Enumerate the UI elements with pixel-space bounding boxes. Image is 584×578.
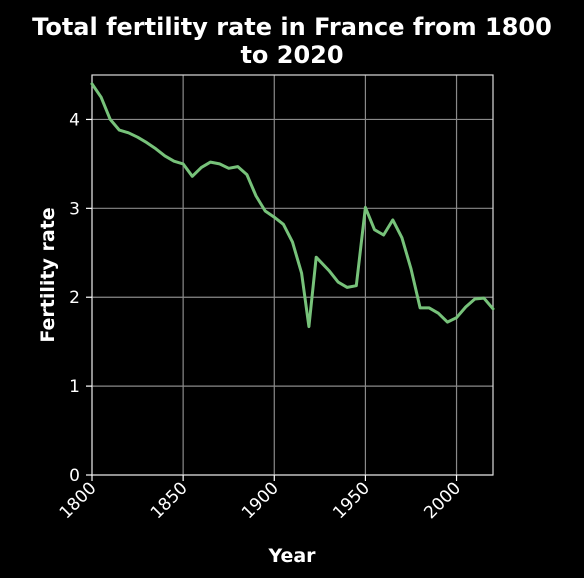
y-tick-label: 0 <box>69 466 80 486</box>
data-point <box>228 167 230 169</box>
data-point <box>428 307 430 309</box>
data-point <box>100 96 102 98</box>
data-point <box>483 297 485 299</box>
x-axis-label: Year <box>267 545 316 567</box>
data-point <box>401 237 403 239</box>
data-point <box>146 141 148 143</box>
data-point <box>173 160 175 162</box>
data-point <box>410 268 412 270</box>
y-axis-label: Fertility rate <box>37 207 59 342</box>
data-point <box>419 307 421 309</box>
data-point <box>346 286 348 288</box>
data-point <box>392 219 394 221</box>
data-point <box>164 155 166 157</box>
data-point <box>127 132 129 134</box>
data-point <box>109 118 111 120</box>
data-point <box>209 161 211 163</box>
data-point <box>364 206 366 208</box>
data-point <box>382 234 384 236</box>
y-tick-label: 1 <box>69 377 80 397</box>
chart-title-line-2: to 2020 <box>240 41 343 69</box>
data-point <box>455 317 457 319</box>
data-point <box>474 298 476 300</box>
data-point <box>315 256 317 258</box>
data-point <box>308 325 310 327</box>
data-point <box>300 272 302 274</box>
data-point <box>264 210 266 212</box>
y-tick-label: 3 <box>69 199 80 219</box>
data-point <box>373 229 375 231</box>
data-point <box>273 216 275 218</box>
data-point <box>446 321 448 323</box>
data-point <box>255 195 257 197</box>
data-point <box>191 175 193 177</box>
data-point <box>182 163 184 165</box>
y-tick-label: 4 <box>69 110 80 130</box>
data-point <box>465 306 467 308</box>
data-point <box>91 83 93 85</box>
chart-title-line-1: Total fertility rate in France from 1800 <box>32 13 552 41</box>
y-tick-label: 2 <box>69 288 80 308</box>
data-point <box>437 312 439 314</box>
data-point <box>492 308 494 310</box>
data-point <box>218 163 220 165</box>
data-point <box>328 269 330 271</box>
data-point <box>355 285 357 287</box>
data-point <box>337 281 339 283</box>
data-point <box>237 165 239 167</box>
data-point <box>136 136 138 138</box>
data-point <box>200 166 202 168</box>
data-point <box>246 173 248 175</box>
data-point <box>282 223 284 225</box>
data-point <box>291 241 293 243</box>
data-point <box>118 129 120 131</box>
data-point <box>155 148 157 150</box>
